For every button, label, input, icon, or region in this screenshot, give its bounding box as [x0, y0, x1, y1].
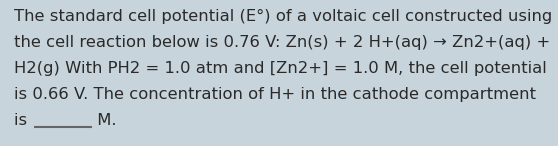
Text: M.: M.	[92, 113, 117, 128]
Text: the cell reaction below is 0.76 V: Zn(s) + 2 H+(aq) → Zn2+(aq) +: the cell reaction below is 0.76 V: Zn(s)…	[14, 35, 550, 50]
Text: The standard cell potential (E°) of a voltaic cell constructed using: The standard cell potential (E°) of a vo…	[14, 9, 552, 24]
Text: is: is	[14, 113, 32, 128]
Text: H2(g) With PH2 = 1.0 atm and [Zn2+] = 1.0 M, the cell potential: H2(g) With PH2 = 1.0 atm and [Zn2+] = 1.…	[14, 61, 547, 76]
Text: is 0.66 V. The concentration of H+ in the cathode compartment: is 0.66 V. The concentration of H+ in th…	[14, 87, 536, 102]
